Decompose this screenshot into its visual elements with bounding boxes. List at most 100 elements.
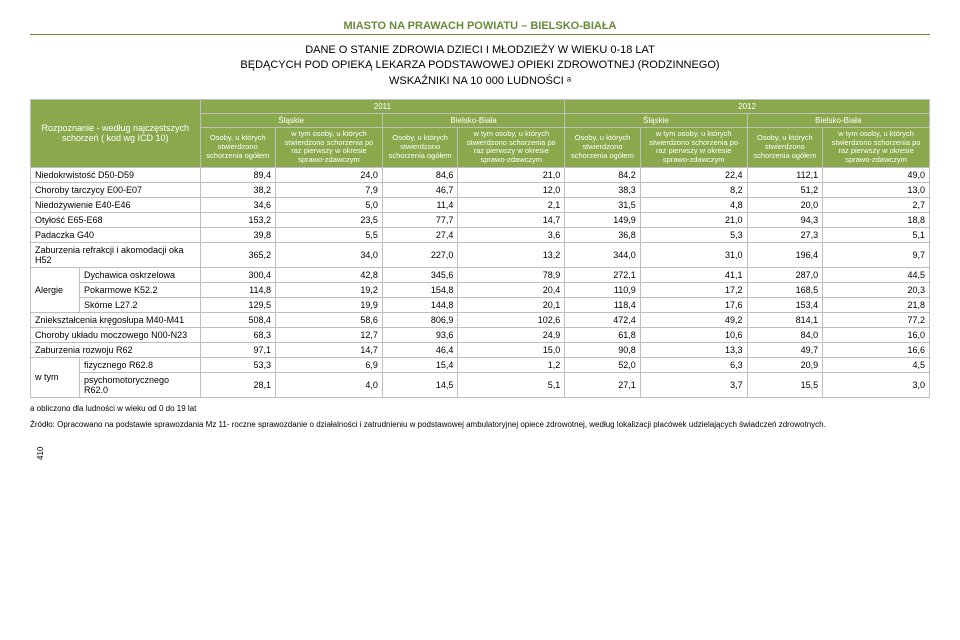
footnote-a: a obliczono dla ludności w wieku od 0 do… bbox=[30, 404, 930, 414]
cell-value: 49,0 bbox=[823, 167, 930, 182]
wtym-group-label: w tym bbox=[31, 357, 80, 397]
cell-value: 38,3 bbox=[565, 182, 641, 197]
cell-value: 8,2 bbox=[640, 182, 747, 197]
cell-value: 19,9 bbox=[276, 297, 383, 312]
title-line-1: DANE O STANIE ZDROWIA DZIECI I MŁODZIEŻY… bbox=[305, 44, 655, 56]
cell-value: 16,0 bbox=[823, 327, 930, 342]
region-2: Bielsko-Biała bbox=[382, 114, 564, 128]
cell-value: 112,1 bbox=[747, 167, 823, 182]
cell-value: 94,3 bbox=[747, 212, 823, 227]
cell-value: 3,7 bbox=[640, 372, 747, 397]
cell-value: 365,2 bbox=[200, 242, 276, 267]
cell-value: 168,5 bbox=[747, 282, 823, 297]
cell-value: 14,5 bbox=[382, 372, 458, 397]
row-label: Padaczka G40 bbox=[31, 227, 201, 242]
year-2012: 2012 bbox=[565, 100, 930, 114]
cell-value: 20,4 bbox=[458, 282, 565, 297]
title-line-2: BĘDĄCYCH POD OPIEKĄ LEKARZA PODSTAWOWEJ … bbox=[240, 59, 719, 71]
row-label: psychomotorycznego R62.0 bbox=[80, 372, 201, 397]
cell-value: 5,1 bbox=[458, 372, 565, 397]
cell-value: 52,0 bbox=[565, 357, 641, 372]
cell-value: 13,3 bbox=[640, 342, 747, 357]
col-a-4: Osoby, u których stwierdzono schorzenia … bbox=[747, 128, 823, 168]
col-a-1: Osoby, u których stwierdzono schorzenia … bbox=[200, 128, 276, 168]
cell-value: 272,1 bbox=[565, 267, 641, 282]
cell-value: 22,4 bbox=[640, 167, 747, 182]
cell-value: 78,9 bbox=[458, 267, 565, 282]
region-3: Śląskie bbox=[565, 114, 747, 128]
cell-value: 51,2 bbox=[747, 182, 823, 197]
cell-value: 7,9 bbox=[276, 182, 383, 197]
cell-value: 21,0 bbox=[458, 167, 565, 182]
cell-value: 17,6 bbox=[640, 297, 747, 312]
row-label: Otyłość E65-E68 bbox=[31, 212, 201, 227]
row-label: Skórne L27.2 bbox=[80, 297, 201, 312]
row-label: Dychawica oskrzelowa bbox=[80, 267, 201, 282]
title-line-3: WSKAŹNIKI NA 10 000 LUDNOŚCI ᵃ bbox=[389, 75, 571, 87]
col-b-4: w tym osoby, u których stwierdzono schor… bbox=[823, 128, 930, 168]
cell-value: 12,7 bbox=[276, 327, 383, 342]
cell-value: 102,6 bbox=[458, 312, 565, 327]
cell-value: 9,7 bbox=[823, 242, 930, 267]
cell-value: 2,1 bbox=[458, 197, 565, 212]
cell-value: 27,4 bbox=[382, 227, 458, 242]
cell-value: 5,1 bbox=[823, 227, 930, 242]
cell-value: 110,9 bbox=[565, 282, 641, 297]
data-table: Rozpoznanie - według najczęstszych schor… bbox=[30, 99, 930, 398]
cell-value: 227,0 bbox=[382, 242, 458, 267]
col-b-1: w tym osoby, u których stwierdzono schor… bbox=[276, 128, 383, 168]
cell-value: 58,6 bbox=[276, 312, 383, 327]
cell-value: 46,7 bbox=[382, 182, 458, 197]
cell-value: 13,0 bbox=[823, 182, 930, 197]
cell-value: 15,5 bbox=[747, 372, 823, 397]
cell-value: 15,0 bbox=[458, 342, 565, 357]
cell-value: 49,7 bbox=[747, 342, 823, 357]
cell-value: 13,2 bbox=[458, 242, 565, 267]
cell-value: 84,0 bbox=[747, 327, 823, 342]
cell-value: 68,3 bbox=[200, 327, 276, 342]
cell-value: 4,5 bbox=[823, 357, 930, 372]
cell-value: 89,4 bbox=[200, 167, 276, 182]
cell-value: 84,2 bbox=[565, 167, 641, 182]
col-a-2: Osoby, u których stwierdzono schorzenia … bbox=[382, 128, 458, 168]
row-label: Niedożywienie E40-E46 bbox=[31, 197, 201, 212]
cell-value: 6,9 bbox=[276, 357, 383, 372]
cell-value: 14,7 bbox=[276, 342, 383, 357]
cell-value: 196,4 bbox=[747, 242, 823, 267]
footnote-b: Źródło: Opracowano na podstawie sprawozd… bbox=[30, 420, 930, 430]
cell-value: 42,8 bbox=[276, 267, 383, 282]
col-b-2: w tym osoby, u których stwierdzono schor… bbox=[458, 128, 565, 168]
row-label: Zniekształcenia kręgosłupa M40-M41 bbox=[31, 312, 201, 327]
cell-value: 27,3 bbox=[747, 227, 823, 242]
cell-value: 472,4 bbox=[565, 312, 641, 327]
row-label: Zaburzenia refrakcji i akomodacji oka H5… bbox=[31, 242, 201, 267]
cell-value: 345,6 bbox=[382, 267, 458, 282]
cell-value: 31,0 bbox=[640, 242, 747, 267]
cell-value: 20,0 bbox=[747, 197, 823, 212]
cell-value: 20,9 bbox=[747, 357, 823, 372]
cell-value: 149,9 bbox=[565, 212, 641, 227]
cell-value: 12,0 bbox=[458, 182, 565, 197]
cell-value: 17,2 bbox=[640, 282, 747, 297]
cell-value: 20,1 bbox=[458, 297, 565, 312]
cell-value: 97,1 bbox=[200, 342, 276, 357]
cell-value: 44,5 bbox=[823, 267, 930, 282]
row-label: Niedokrwistość D50-D59 bbox=[31, 167, 201, 182]
cell-value: 34,6 bbox=[200, 197, 276, 212]
cell-value: 31,5 bbox=[565, 197, 641, 212]
cell-value: 49,2 bbox=[640, 312, 747, 327]
cell-value: 53,3 bbox=[200, 357, 276, 372]
cell-value: 28,1 bbox=[200, 372, 276, 397]
cell-value: 41,1 bbox=[640, 267, 747, 282]
cell-value: 6,3 bbox=[640, 357, 747, 372]
cell-value: 77,7 bbox=[382, 212, 458, 227]
cell-value: 61,8 bbox=[565, 327, 641, 342]
row-label: Choroby tarczycy E00-E07 bbox=[31, 182, 201, 197]
cell-value: 114,8 bbox=[200, 282, 276, 297]
cell-value: 34,0 bbox=[276, 242, 383, 267]
cell-value: 508,4 bbox=[200, 312, 276, 327]
cell-value: 15,4 bbox=[382, 357, 458, 372]
table-body: Niedokrwistość D50-D5989,424,084,621,084… bbox=[31, 167, 930, 397]
cell-value: 814,1 bbox=[747, 312, 823, 327]
region-1: Śląskie bbox=[200, 114, 382, 128]
